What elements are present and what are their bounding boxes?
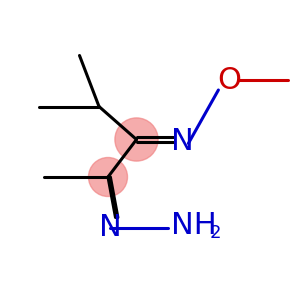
Circle shape bbox=[115, 118, 158, 161]
Text: N: N bbox=[171, 127, 194, 155]
Text: O: O bbox=[218, 66, 242, 95]
Circle shape bbox=[88, 158, 128, 196]
Text: NH: NH bbox=[171, 211, 217, 240]
Text: 2: 2 bbox=[210, 224, 221, 242]
Text: N: N bbox=[99, 213, 122, 242]
